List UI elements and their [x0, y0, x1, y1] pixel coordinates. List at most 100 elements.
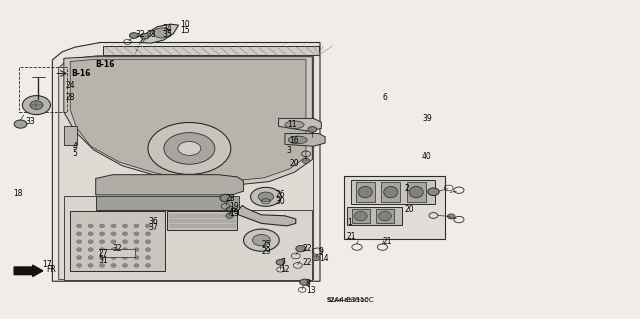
Ellipse shape [300, 279, 310, 286]
Ellipse shape [302, 158, 310, 163]
Ellipse shape [122, 248, 127, 251]
Text: 5: 5 [73, 149, 77, 158]
Text: 16: 16 [289, 136, 299, 145]
Text: 19: 19 [230, 202, 239, 211]
Ellipse shape [122, 232, 127, 236]
Text: 4: 4 [73, 142, 77, 151]
Bar [348, 207, 401, 225]
Text: 24: 24 [65, 81, 75, 90]
Ellipse shape [88, 232, 93, 236]
Text: B-16: B-16 [96, 60, 115, 69]
Text: 9: 9 [319, 247, 324, 256]
Ellipse shape [100, 256, 104, 259]
Ellipse shape [134, 263, 139, 267]
Text: 8: 8 [306, 279, 311, 288]
Text: 18: 18 [13, 189, 22, 198]
Polygon shape [285, 134, 325, 146]
Ellipse shape [355, 211, 367, 221]
Ellipse shape [312, 256, 320, 261]
Ellipse shape [258, 192, 273, 202]
Text: 23: 23 [226, 194, 236, 203]
Bar [352, 209, 370, 223]
Text: 21: 21 [347, 232, 356, 241]
Ellipse shape [30, 101, 43, 109]
Polygon shape [59, 56, 314, 280]
Ellipse shape [111, 256, 116, 259]
Ellipse shape [77, 248, 82, 251]
Text: 36: 36 [148, 217, 157, 226]
Text: 34: 34 [162, 24, 172, 33]
Ellipse shape [77, 232, 82, 236]
Bar [100, 249, 135, 256]
Ellipse shape [122, 263, 127, 267]
Text: 12: 12 [280, 265, 290, 274]
Ellipse shape [140, 33, 149, 39]
Text: S2A4-B3910C: S2A4-B3910C [326, 298, 369, 303]
Ellipse shape [153, 28, 171, 38]
Polygon shape [278, 118, 321, 131]
Bar [64, 126, 77, 145]
Ellipse shape [134, 232, 139, 236]
Text: 32: 32 [113, 244, 122, 253]
Bar [96, 196, 239, 210]
Ellipse shape [428, 188, 439, 196]
Bar [381, 182, 400, 202]
Ellipse shape [100, 232, 104, 236]
Ellipse shape [88, 224, 93, 228]
Text: 29: 29 [261, 247, 271, 256]
Ellipse shape [134, 240, 139, 244]
Ellipse shape [134, 248, 139, 251]
Ellipse shape [134, 224, 139, 228]
Ellipse shape [100, 263, 104, 267]
Ellipse shape [296, 246, 306, 252]
Bar [19, 67, 67, 112]
Text: 10: 10 [180, 20, 189, 29]
FancyArrow shape [14, 265, 43, 277]
Ellipse shape [145, 240, 150, 244]
Text: S2A4-B3910C: S2A4-B3910C [326, 297, 374, 303]
Text: 22: 22 [302, 258, 312, 267]
Ellipse shape [250, 187, 281, 206]
Text: 2: 2 [404, 184, 409, 193]
Ellipse shape [77, 224, 82, 228]
Polygon shape [96, 175, 244, 195]
Text: 11: 11 [287, 120, 296, 129]
Text: 21: 21 [383, 237, 392, 246]
Ellipse shape [111, 240, 116, 244]
Ellipse shape [100, 248, 104, 251]
Text: 26: 26 [275, 190, 285, 199]
Text: 32: 32 [135, 30, 145, 39]
Ellipse shape [77, 240, 82, 244]
Bar [167, 211, 237, 230]
Text: 20: 20 [289, 159, 299, 168]
Ellipse shape [88, 240, 93, 244]
Text: 33: 33 [26, 117, 35, 126]
Ellipse shape [409, 186, 423, 198]
Ellipse shape [134, 256, 139, 259]
Ellipse shape [129, 33, 138, 38]
Ellipse shape [384, 186, 397, 198]
Bar [351, 180, 435, 204]
Ellipse shape [145, 224, 150, 228]
Bar [406, 182, 426, 202]
Ellipse shape [111, 263, 116, 267]
Polygon shape [140, 24, 179, 43]
Ellipse shape [447, 214, 455, 219]
Text: 1: 1 [347, 218, 351, 227]
Polygon shape [64, 57, 312, 185]
Ellipse shape [145, 263, 150, 267]
Ellipse shape [22, 96, 51, 115]
Ellipse shape [122, 240, 127, 244]
Bar [70, 211, 164, 271]
Ellipse shape [252, 234, 270, 246]
Ellipse shape [308, 127, 317, 132]
Ellipse shape [88, 256, 93, 259]
Text: 25: 25 [261, 241, 271, 249]
Text: 38: 38 [147, 30, 156, 39]
Ellipse shape [288, 136, 307, 144]
Ellipse shape [111, 232, 116, 236]
Ellipse shape [122, 256, 127, 259]
Ellipse shape [14, 120, 27, 128]
Ellipse shape [100, 240, 104, 244]
Text: 20: 20 [404, 205, 413, 214]
